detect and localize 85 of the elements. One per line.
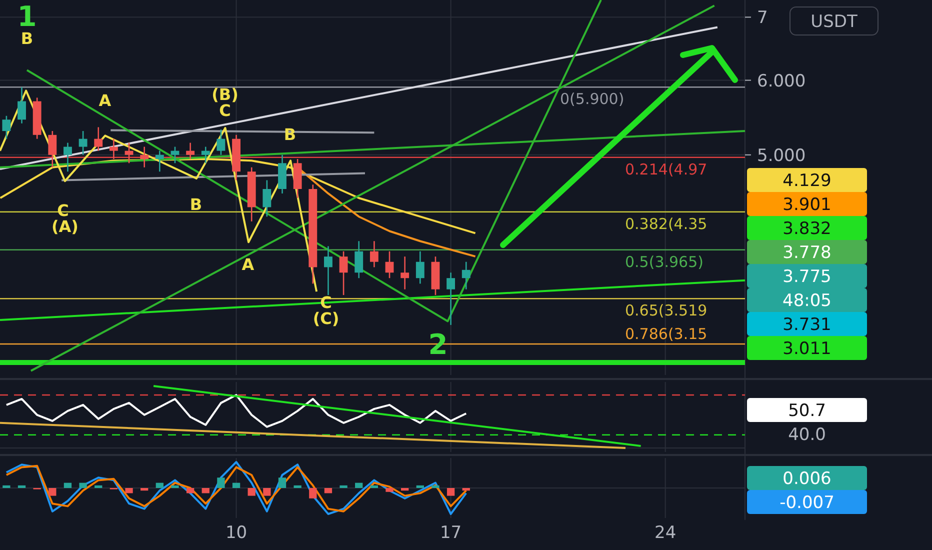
text: 4.129 [782, 171, 832, 191]
annotation: (A) [51, 217, 79, 236]
candlestick [416, 250, 424, 284]
candlestick [140, 146, 149, 168]
text: 3.011 [782, 339, 832, 359]
candlestick [262, 180, 272, 218]
text: -0.007 [780, 493, 834, 513]
candlestick [48, 130, 57, 168]
candlestick [170, 146, 180, 164]
bar [462, 488, 470, 491]
bar [64, 482, 72, 488]
ref-line-label: 0(5.900) [560, 90, 624, 108]
annotation: B [190, 195, 202, 214]
text: 3.832 [782, 219, 832, 239]
bar [263, 488, 271, 496]
text: 3.731 [782, 315, 832, 335]
bar [232, 482, 240, 488]
x-tick-label: 10 [225, 523, 248, 543]
candlestick [2, 115, 11, 140]
candlestick [385, 250, 394, 279]
bar [370, 485, 378, 488]
candlestick [462, 261, 470, 290]
bar [294, 485, 302, 488]
y-tick-label: 7 [757, 8, 768, 28]
bar [401, 488, 409, 491]
bar [186, 488, 194, 494]
candlestick [94, 126, 103, 152]
candlestick [370, 240, 378, 268]
candlestick [78, 130, 88, 156]
bar [278, 478, 286, 488]
bar [2, 485, 10, 488]
bar [340, 485, 348, 488]
x-tick-label: 24 [654, 523, 676, 543]
annotation: (C) [312, 309, 340, 328]
y-tick-label: 5.000 [757, 146, 806, 166]
annotation: C [219, 101, 231, 120]
ref-line-label: 0.5(3.965) [625, 252, 704, 271]
candlestick [109, 138, 118, 160]
bar [202, 488, 210, 494]
annotation: A [242, 255, 255, 274]
annotation: A [98, 91, 112, 110]
bar [217, 478, 225, 488]
bar [79, 482, 87, 488]
bar [94, 485, 102, 488]
candlestick [446, 272, 456, 326]
text: 40.0 [788, 425, 826, 445]
bar [248, 488, 256, 496]
candlestick [354, 240, 364, 279]
bar [355, 482, 363, 488]
candlestick [339, 250, 348, 296]
bar [432, 485, 440, 488]
bar [156, 482, 164, 488]
y-tick-label: 6.000 [757, 71, 806, 92]
candlestick [216, 128, 226, 156]
ref-line-label: 0.65(3.519 [625, 302, 708, 320]
candlestick [155, 150, 164, 172]
text: 3.775 [782, 267, 832, 287]
candlestick [324, 246, 332, 296]
bar [48, 488, 56, 496]
ref-line-label: 0.786(3.15 [625, 324, 708, 343]
x-tick-label: 17 [440, 523, 462, 543]
candlestick [64, 142, 72, 172]
candlestick [18, 86, 26, 124]
text: 3.901 [782, 195, 832, 215]
text: 0.006 [782, 469, 832, 489]
y-axis-title: USDT [810, 12, 858, 32]
bar [416, 485, 424, 488]
ref-line-label: 0.382(4.35 [625, 214, 708, 233]
bar [171, 485, 179, 488]
bar [324, 488, 332, 494]
text: 3.778 [782, 243, 832, 263]
text: 48:05 [782, 291, 832, 311]
annotation: (B) [212, 85, 238, 104]
candlestick [400, 256, 410, 290]
bar [140, 488, 148, 491]
bar [309, 488, 317, 498]
bar [386, 488, 394, 492]
bar [446, 488, 455, 496]
bar [125, 488, 133, 494]
candlestick [186, 142, 195, 160]
candlestick [201, 146, 210, 164]
text: 50.7 [788, 401, 826, 421]
bar [18, 485, 26, 488]
ref-line-label: 0.214(4.97 [625, 160, 708, 178]
candlestick [124, 142, 134, 164]
